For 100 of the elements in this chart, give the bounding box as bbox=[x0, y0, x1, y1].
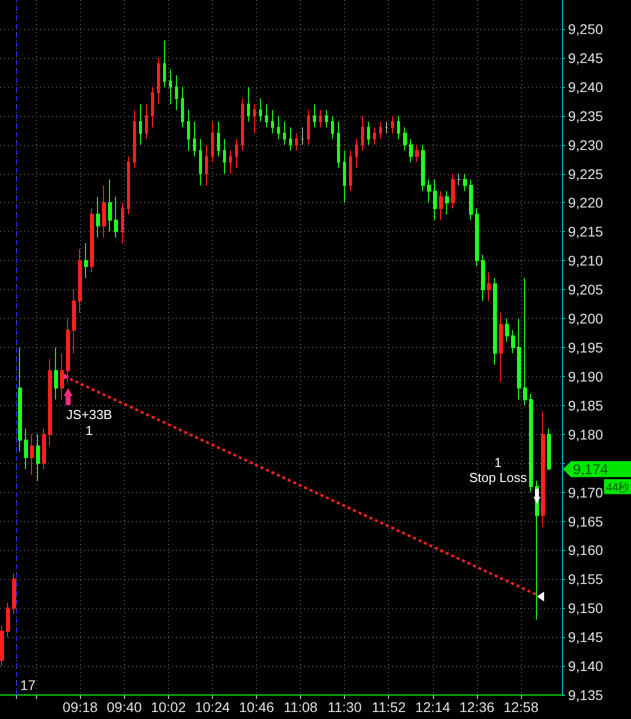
candlestick bbox=[90, 208, 94, 273]
candlestick bbox=[427, 179, 431, 204]
y-tick-label: 9,225 bbox=[568, 166, 604, 182]
candlestick bbox=[313, 104, 316, 128]
candlestick bbox=[121, 202, 124, 244]
candlestick bbox=[397, 115, 400, 140]
y-tick-label: 9,215 bbox=[568, 224, 604, 240]
candlestick bbox=[271, 110, 274, 134]
candlestick bbox=[331, 115, 334, 140]
candlestick bbox=[205, 144, 208, 186]
y-tick-label: 9,170 bbox=[568, 484, 604, 500]
candlestick bbox=[403, 126, 407, 152]
candlestick bbox=[355, 138, 358, 168]
candlestick bbox=[511, 330, 515, 354]
x-tick-label: 09:40 bbox=[106, 699, 142, 715]
candlestick bbox=[193, 121, 196, 157]
candlestick bbox=[78, 248, 82, 314]
x-tick-label: 12:36 bbox=[459, 699, 495, 715]
candlestick bbox=[24, 428, 28, 470]
y-tick-label: 9,150 bbox=[568, 600, 604, 616]
y-tick-label: 9,200 bbox=[568, 310, 604, 327]
candlestick bbox=[499, 312, 503, 383]
candlestick bbox=[253, 104, 256, 134]
y-tick-label: 9,205 bbox=[568, 282, 604, 298]
candlestick bbox=[325, 110, 328, 128]
x-tick-label: 12:14 bbox=[415, 699, 451, 715]
candlestick bbox=[229, 150, 232, 174]
y-tick-label: 9,165 bbox=[568, 513, 604, 530]
y-tick-label: 9,140 bbox=[568, 658, 604, 674]
candlestick bbox=[457, 173, 461, 186]
candlestick bbox=[12, 572, 16, 614]
candlestick bbox=[301, 126, 304, 146]
candlestick bbox=[415, 144, 419, 163]
candlestick bbox=[541, 410, 545, 528]
candlestick bbox=[391, 115, 394, 134]
candlestick bbox=[523, 278, 527, 406]
candlestick bbox=[187, 110, 190, 152]
candlestick bbox=[361, 115, 364, 152]
y-tick-label: 9,250 bbox=[568, 20, 604, 37]
candlestick bbox=[169, 69, 172, 105]
candlestick bbox=[241, 98, 244, 152]
candlestick bbox=[379, 121, 382, 140]
candlestick bbox=[517, 318, 521, 400]
y-tick-label: 9,180 bbox=[568, 426, 604, 442]
candlestick bbox=[223, 138, 226, 174]
candlestick bbox=[307, 110, 310, 146]
candlestick bbox=[48, 358, 52, 446]
y-tick-label: 9,195 bbox=[568, 340, 604, 356]
candlestick bbox=[235, 138, 238, 168]
candlestick bbox=[18, 347, 22, 452]
candlestick bbox=[157, 57, 160, 105]
y-tick-label: 9,135 bbox=[568, 687, 604, 703]
candlestick bbox=[433, 179, 437, 221]
y-tick-label: 9,245 bbox=[568, 50, 604, 66]
candlestick bbox=[211, 121, 214, 163]
candlestick bbox=[451, 173, 455, 209]
candlestick bbox=[36, 434, 40, 482]
candlestick bbox=[277, 115, 280, 140]
y-tick-label: 9,160 bbox=[568, 542, 604, 558]
x-tick-label: 10:46 bbox=[238, 699, 274, 715]
candlestick bbox=[469, 179, 473, 221]
candlestick bbox=[481, 254, 485, 302]
candlestick bbox=[102, 184, 106, 238]
candlestick bbox=[349, 150, 352, 192]
annotation: 17 bbox=[20, 677, 36, 693]
candlestick bbox=[127, 156, 130, 215]
candlestick bbox=[445, 190, 449, 215]
candlestick bbox=[367, 121, 370, 146]
candlestick bbox=[493, 278, 497, 366]
candlestick bbox=[265, 104, 268, 128]
candlestick bbox=[42, 428, 46, 470]
candlestick bbox=[421, 144, 425, 192]
x-tick-label: 11:08 bbox=[284, 699, 318, 715]
candlestick bbox=[259, 98, 262, 122]
candlestick bbox=[151, 86, 154, 128]
candlestick bbox=[529, 393, 533, 493]
annotation: 1 Stop Loss bbox=[469, 454, 528, 485]
candlestick bbox=[487, 272, 491, 302]
x-tick-label: 10:24 bbox=[194, 699, 230, 715]
candlestick bbox=[108, 179, 112, 232]
y-tick-label: 9,185 bbox=[568, 397, 604, 414]
candlestick bbox=[133, 110, 136, 168]
candlestick bbox=[145, 104, 148, 140]
candlestick bbox=[6, 602, 10, 638]
candlestick bbox=[283, 121, 286, 146]
candlestick bbox=[84, 242, 88, 278]
candlestick bbox=[385, 121, 388, 134]
candlestick bbox=[343, 150, 346, 204]
candlestick bbox=[114, 196, 118, 238]
candlestick bbox=[337, 121, 340, 168]
candlestick bbox=[373, 126, 376, 146]
candlestick bbox=[0, 625, 4, 667]
candlestick bbox=[289, 126, 292, 152]
x-tick-label: 10:02 bbox=[150, 699, 186, 715]
candlestick bbox=[439, 190, 443, 221]
x-tick-label: 11:30 bbox=[328, 699, 362, 715]
candlestick bbox=[463, 173, 467, 192]
y-tick-label: 9,235 bbox=[568, 108, 604, 124]
y-tick-label: 9,220 bbox=[568, 194, 604, 211]
candlestick bbox=[181, 86, 184, 128]
